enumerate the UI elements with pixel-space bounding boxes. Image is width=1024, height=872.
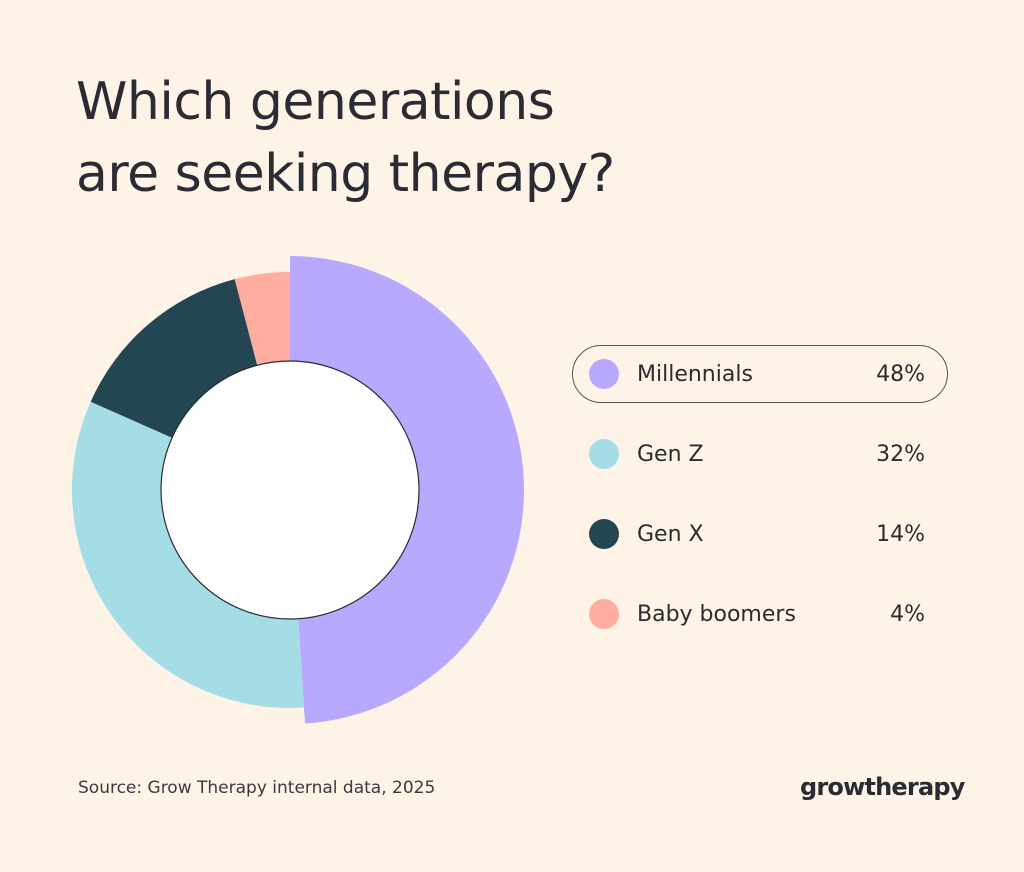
legend-label: Gen Z [637,441,704,467]
donut-chart [71,256,525,724]
legend-value: 4% [890,601,925,627]
legend-swatch [589,519,619,549]
donut-slice-millennials [290,256,525,724]
legend-item-millennials[interactable]: Millennials 48% [572,345,948,403]
legend-label: Baby boomers [637,601,796,627]
source-note: Source: Grow Therapy internal data, 2025 [78,778,436,798]
legend: Millennials 48% Gen Z 32% Gen X 14% Baby… [572,345,948,665]
legend-item-gen-x[interactable]: Gen X 14% [572,505,948,563]
title-line-1: Which generations [76,72,555,132]
legend-value: 14% [876,521,925,547]
legend-label: Gen X [637,521,704,547]
donut-slice-gen-z [71,401,304,708]
legend-swatch [589,439,619,469]
legend-value: 48% [876,361,925,387]
donut-slice-gen-x [90,279,258,438]
legend-swatch [589,599,619,629]
page-title: Which generations are seeking therapy? [76,66,615,210]
donut-hole [160,360,420,620]
legend-label: Millennials [637,361,753,387]
title-line-2: are seeking therapy? [76,144,615,204]
donut-slice-baby-boomers [234,272,290,366]
legend-item-gen-z[interactable]: Gen Z 32% [572,425,948,483]
legend-value: 32% [876,441,925,467]
legend-item-baby-boomers[interactable]: Baby boomers 4% [572,585,948,643]
legend-swatch [589,359,619,389]
growtherapy-logo: growtherapy [800,773,965,801]
